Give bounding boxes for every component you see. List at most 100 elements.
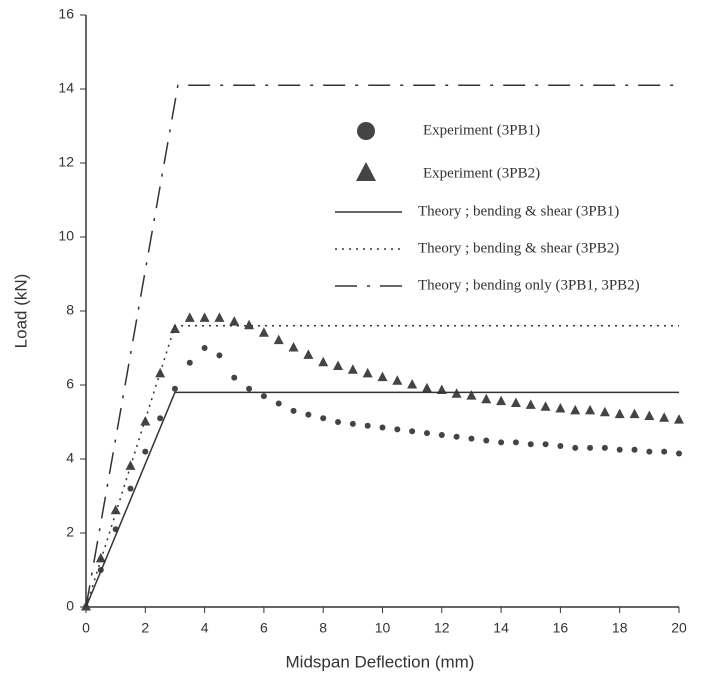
y-tick-label: 12 bbox=[58, 154, 74, 170]
data-point bbox=[646, 448, 653, 455]
data-point bbox=[498, 439, 505, 446]
data-point bbox=[423, 430, 430, 437]
x-tick-label: 14 bbox=[493, 620, 509, 636]
data-point bbox=[288, 342, 299, 352]
data-point bbox=[572, 444, 579, 451]
data-point bbox=[216, 352, 223, 359]
y-tick-label: 0 bbox=[66, 598, 74, 614]
data-point bbox=[214, 312, 225, 322]
data-point bbox=[318, 356, 329, 367]
data-point bbox=[601, 444, 608, 451]
data-point bbox=[510, 397, 521, 407]
legend-label: Theory ; bending only (3PB1, 3PB2) bbox=[418, 277, 640, 293]
data-point bbox=[246, 385, 253, 392]
data-point bbox=[169, 323, 180, 333]
data-point bbox=[512, 439, 519, 446]
x-tick-label: 8 bbox=[319, 620, 327, 636]
data-point bbox=[231, 374, 238, 381]
data-point bbox=[362, 367, 373, 378]
data-point bbox=[186, 359, 193, 366]
data-point bbox=[468, 435, 475, 442]
x-tick-label: 20 bbox=[671, 620, 687, 636]
x-tick-label: 0 bbox=[82, 620, 90, 636]
data-point bbox=[290, 407, 297, 414]
data-point bbox=[525, 399, 536, 409]
y-tick-label: 14 bbox=[58, 80, 74, 96]
x-tick-label: 12 bbox=[434, 620, 450, 636]
data-point bbox=[201, 345, 208, 351]
data-point bbox=[409, 428, 416, 435]
data-point bbox=[629, 408, 640, 419]
data-point bbox=[661, 448, 668, 455]
data-point bbox=[481, 393, 492, 404]
data-point bbox=[349, 420, 356, 427]
data-point bbox=[542, 441, 549, 448]
data-point bbox=[676, 450, 682, 457]
data-point bbox=[555, 403, 566, 413]
data-point bbox=[466, 390, 477, 400]
data-point bbox=[570, 404, 581, 415]
data-point bbox=[585, 404, 596, 415]
x-tick-label: 2 bbox=[141, 620, 149, 636]
x-tick-label: 18 bbox=[612, 620, 628, 636]
data-point bbox=[438, 431, 445, 438]
y-tick-label: 4 bbox=[66, 450, 74, 466]
data-point bbox=[229, 316, 240, 326]
x-tick-label: 10 bbox=[375, 620, 391, 636]
data-point bbox=[540, 401, 551, 411]
y-tick-label: 8 bbox=[66, 302, 74, 318]
data-point bbox=[110, 504, 121, 515]
theory-line bbox=[85, 391, 679, 608]
data-point bbox=[258, 327, 269, 337]
legend-marker bbox=[357, 122, 375, 140]
data-point bbox=[303, 349, 314, 359]
y-axis-label: Load (kN) bbox=[11, 274, 30, 349]
x-tick-label: 4 bbox=[201, 620, 209, 636]
legend-label: Experiment (3PB1) bbox=[423, 122, 540, 138]
x-tick-label: 6 bbox=[260, 620, 268, 636]
legend-label: Theory ; bending & shear (3PB1) bbox=[418, 203, 619, 219]
data-point bbox=[644, 410, 655, 420]
theory-line bbox=[85, 84, 679, 608]
data-point bbox=[407, 379, 418, 389]
data-point bbox=[483, 437, 490, 444]
data-point bbox=[320, 415, 327, 422]
y-tick-label: 2 bbox=[66, 524, 74, 540]
theory-line bbox=[85, 325, 679, 608]
data-point bbox=[557, 443, 564, 450]
legend-marker bbox=[356, 162, 376, 181]
data-point bbox=[659, 412, 670, 422]
x-tick-label: 16 bbox=[553, 620, 569, 636]
legend-label: Experiment (3PB2) bbox=[423, 165, 540, 181]
data-point bbox=[95, 552, 106, 563]
data-point bbox=[614, 408, 625, 419]
data-point bbox=[184, 312, 195, 322]
legend-label: Theory ; bending & shear (3PB2) bbox=[418, 240, 619, 256]
data-point bbox=[140, 416, 151, 426]
data-point bbox=[379, 424, 386, 431]
data-point bbox=[157, 415, 164, 422]
data-point bbox=[244, 319, 255, 330]
data-point bbox=[496, 395, 507, 406]
data-point bbox=[631, 446, 638, 453]
data-point bbox=[260, 393, 267, 400]
data-point bbox=[199, 312, 210, 322]
y-tick-label: 6 bbox=[66, 376, 74, 392]
x-axis-label: Midspan Deflection (mm) bbox=[286, 652, 475, 671]
data-point bbox=[674, 414, 684, 424]
data-point bbox=[599, 406, 610, 417]
data-point bbox=[377, 371, 388, 382]
data-point bbox=[171, 385, 178, 392]
data-point bbox=[527, 441, 534, 448]
data-point bbox=[421, 382, 432, 393]
data-point bbox=[587, 444, 594, 451]
data-point bbox=[275, 400, 282, 407]
data-point bbox=[127, 485, 134, 492]
data-point bbox=[333, 360, 344, 370]
data-point bbox=[347, 364, 358, 374]
data-point bbox=[305, 411, 312, 418]
data-point bbox=[335, 419, 342, 425]
y-tick-label: 16 bbox=[58, 6, 74, 22]
data-point bbox=[364, 422, 371, 429]
